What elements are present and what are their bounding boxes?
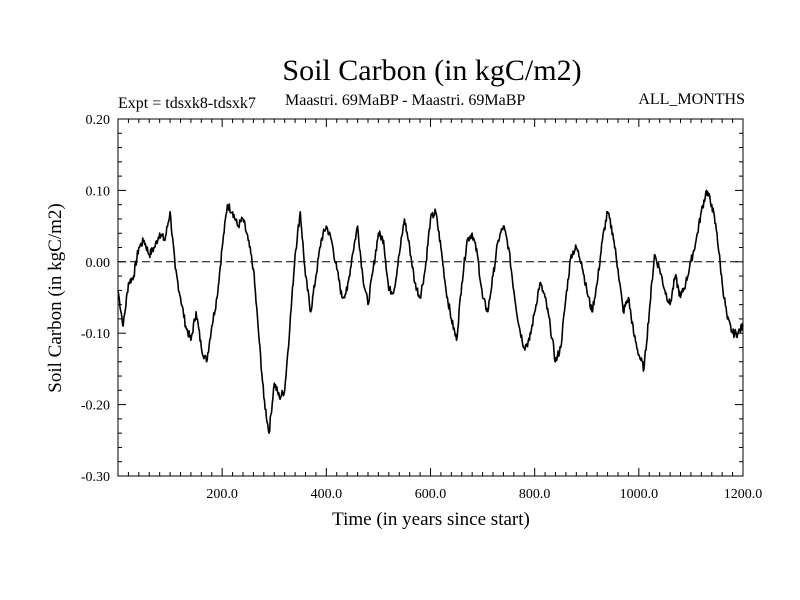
x-tick-label: 800.0 — [519, 487, 551, 502]
x-tick-label: 400.0 — [311, 487, 343, 502]
months-label: ALL_MONTHS — [638, 91, 745, 108]
plot-frame — [117, 118, 744, 477]
tick-labels: 200.0 400.0 600.0 800.0 1000.0 1200.0 0.20 0.10… — [81, 113, 762, 502]
y-tick-label: -0.10 — [81, 327, 110, 342]
y-tick-label: -0.20 — [81, 399, 110, 414]
chart-title: Soil Carbon (in kgC/m2) — [282, 54, 581, 87]
x-tick-label: 200.0 — [206, 487, 238, 502]
y-tick-label: 0.00 — [86, 256, 111, 271]
axis-ticks — [118, 119, 743, 476]
y-axis-label: Soil Carbon (in kgC/m2) — [45, 203, 66, 392]
x-tick-label: 600.0 — [415, 487, 447, 502]
x-tick-label: 1200.0 — [724, 487, 763, 502]
y-tick-label: 0.20 — [86, 113, 111, 128]
x-axis-label: Time (in years since start) — [332, 509, 530, 530]
period-label: Maastri. 69MaBP - Maastri. 69MaBP — [285, 92, 525, 109]
x-tick-label: 1000.0 — [620, 487, 659, 502]
experiment-label: Expt = tdsxk8-tdsxk7 — [118, 95, 256, 112]
y-tick-label: 0.10 — [86, 184, 111, 199]
series-line-soil-carbon — [117, 189, 744, 435]
y-tick-label: -0.30 — [81, 470, 110, 485]
